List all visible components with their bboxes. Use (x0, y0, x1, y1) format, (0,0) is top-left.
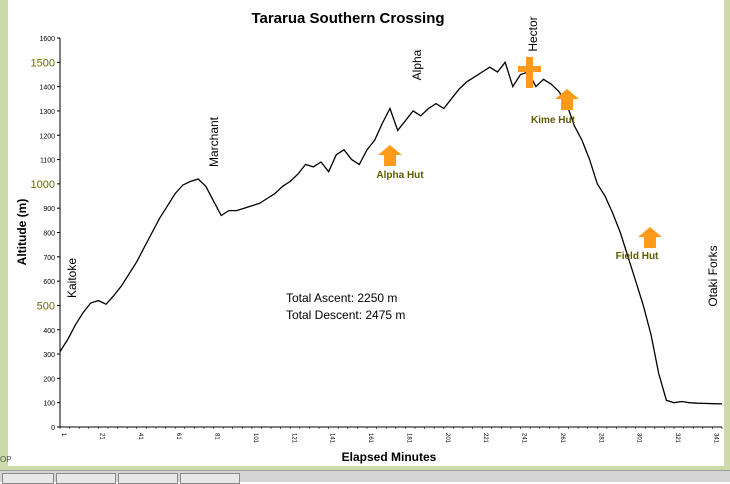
y-tick-label: 800 (43, 231, 55, 238)
total-ascent-text: Total Ascent: 2250 m (286, 291, 397, 305)
peak-label-otaki-forks: Otaki Forks (706, 245, 720, 306)
taskbar-button[interactable] (56, 473, 116, 484)
x-tick-label: 161 (367, 433, 373, 444)
hut-arrow-icon-field (638, 227, 662, 248)
y-tick-label: 400 (43, 328, 55, 335)
y-tick-label: 1400 (39, 85, 55, 92)
chart-title: Tararua Southern Crossing (251, 10, 444, 27)
x-tick-label: 261 (559, 433, 565, 444)
y-tick-label: 1300 (39, 109, 55, 116)
x-tick-label: 81 (214, 433, 220, 440)
y-tick-label: 500 (37, 300, 55, 312)
x-axis-label: Elapsed Minutes (342, 450, 437, 464)
x-tick-label: 41 (137, 433, 143, 440)
elevation-line (59, 60, 723, 405)
y-tick-label: 300 (43, 352, 55, 359)
x-tick-label: 181 (405, 433, 411, 444)
hut-label-kime: Kime Hut (531, 115, 576, 126)
hut-arrow-icon-alpha (378, 145, 402, 166)
y-tick-label: 700 (43, 255, 55, 262)
x-tick-label: 1 (60, 433, 66, 437)
x-tick-label: 201 (444, 433, 450, 444)
y-tick-label: 1100 (40, 158, 55, 165)
total-descent-text: Total Descent: 2475 m (286, 308, 405, 322)
y-tick-label: 1600 (39, 36, 55, 43)
peak-label-marchant: Marchant (207, 116, 221, 167)
summit-cross-icon (518, 57, 541, 88)
y-tick-label: 1200 (39, 133, 55, 140)
taskbar-button[interactable] (180, 473, 240, 484)
y-tick-label: 200 (43, 376, 55, 383)
x-tick-label: 121 (290, 433, 296, 444)
y-tick-label: 900 (43, 206, 55, 213)
y-tick-label: 600 (43, 279, 55, 286)
taskbar-button[interactable] (118, 473, 178, 484)
x-tick-label: 61 (175, 433, 181, 440)
x-tick-label: 321 (674, 433, 680, 444)
y-tick-label: 1000 (31, 179, 55, 191)
x-tick-label: 281 (597, 433, 603, 444)
x-tick-label: 341 (712, 433, 718, 444)
x-tick-label: 141 (329, 433, 335, 444)
y-tick-label: 0 (51, 425, 55, 432)
peak-label-hector: Hector (526, 16, 540, 51)
y-axis-ticks: 0 100 200 300 400 500 600 700 800 900 1000 1100 1200… (31, 36, 60, 432)
elevation-profile-chart: Tararua Southern Crossing 0 100 200 300 400 5… (15, 10, 723, 464)
x-tick-label: 101 (252, 433, 258, 444)
y-tick-label: 100 (43, 401, 55, 408)
x-tick-label: 241 (521, 433, 527, 444)
y-axis-label: Altitude (m) (15, 199, 29, 266)
hut-label-field: Field Hut (616, 251, 659, 262)
taskbar (0, 470, 730, 484)
x-tick-label: 221 (482, 433, 488, 444)
chart-panel (8, 0, 724, 466)
x-axis-ticks: 1 21 41 61 81 101 121 141 161 181 201 221 241 261 281 3… (59, 427, 723, 444)
y-tick-label: 1500 (31, 57, 55, 69)
x-tick-label: 301 (636, 433, 642, 444)
peak-label-kaitoke: Kaitoke (65, 258, 79, 298)
peak-label-alpha: Alpha (410, 49, 424, 80)
taskbar-button[interactable] (2, 473, 54, 484)
corner-label: OP (0, 455, 12, 464)
hut-arrow-icon-kime (555, 89, 579, 110)
hut-label-alpha: Alpha Hut (376, 170, 424, 181)
x-tick-label: 21 (98, 433, 104, 440)
